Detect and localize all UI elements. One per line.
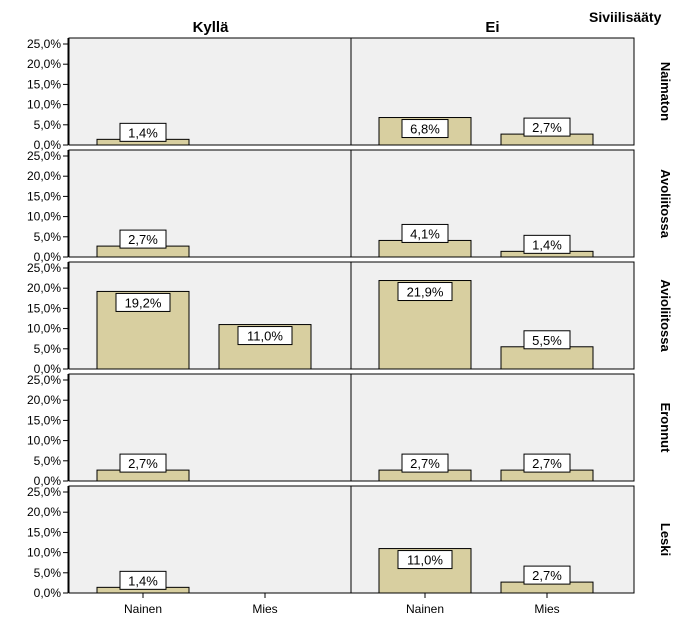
data-label-leski-kylla-nainen: 1,4% xyxy=(128,573,158,588)
data-label-naimaton-kylla-nainen: 1,4% xyxy=(128,125,158,140)
data-label-box-avioliitossa-ei-mies xyxy=(523,330,571,350)
y-tick-label-eronnut: 10,0% xyxy=(27,434,61,448)
data-label-box-leski-ei-mies xyxy=(523,565,571,585)
y-tick-label-eronnut: 25,0% xyxy=(27,373,61,387)
panel-leski-kylla xyxy=(68,485,353,594)
y-tick-label-avioliitossa: 0,0% xyxy=(34,362,62,376)
row-label-avioliitossa: Avioliitossa xyxy=(658,279,673,352)
panel-naimaton-kylla xyxy=(68,37,353,146)
y-tick-label-naimaton: 5,0% xyxy=(34,118,62,132)
data-label-avioliitossa-ei-mies: 5,5% xyxy=(532,333,562,348)
data-label-box-avoliitossa-kylla-nainen xyxy=(119,229,167,249)
panels: 1,4% 6,8% 2,7% 2,7% 4,1% 1,4% 19,2% 11,0% 21,9% 5… xyxy=(68,37,635,594)
row-label-eronnut: Eronnut xyxy=(658,403,673,453)
row-label-leski: Leski xyxy=(658,523,673,556)
data-label-box-leski-ei-nainen xyxy=(397,550,453,570)
y-tick-label-leski: 10,0% xyxy=(27,546,61,560)
data-label-leski-ei-mies: 2,7% xyxy=(532,568,562,583)
y-tick-label-naimaton: 0,0% xyxy=(34,138,62,152)
data-label-box-eronnut-kylla-nainen xyxy=(119,453,167,473)
data-label-eronnut-kylla-nainen: 2,7% xyxy=(128,456,158,471)
y-axes: 0,0%5,0%10,0%15,0%20,0%25,0%0,0%5,0%10,0… xyxy=(27,37,69,600)
x-category-labels: Nainen Mies Nainen Mies xyxy=(124,593,560,616)
data-label-box-eronnut-ei-nainen xyxy=(401,453,449,473)
panel-eronnut-kylla xyxy=(68,373,353,482)
bar-avioliitossa-ei-mies xyxy=(500,346,594,370)
column-titles: Kyllä Ei xyxy=(193,19,500,36)
data-label-box-avoliitossa-ei-mies xyxy=(523,234,571,254)
data-label-avoliitossa-ei-nainen: 4,1% xyxy=(410,226,440,241)
y-tick-label-avioliitossa: 20,0% xyxy=(27,281,61,295)
data-label-box-naimaton-ei-mies xyxy=(523,117,571,137)
y-tick-label-eronnut: 5,0% xyxy=(34,454,62,468)
x-category-label-kylla-nainen: Nainen xyxy=(124,602,162,616)
data-label-eronnut-ei-mies: 2,7% xyxy=(532,456,562,471)
data-label-avioliitossa-kylla-mies: 11,0% xyxy=(247,329,283,344)
data-label-box-avioliitossa-kylla-mies xyxy=(237,326,293,346)
bar-avioliitossa-kylla-mies xyxy=(218,324,312,370)
y-tick-label-avioliitossa: 15,0% xyxy=(27,301,61,315)
y-tick-label-avioliitossa: 5,0% xyxy=(34,342,62,356)
y-tick-label-avoliitossa: 20,0% xyxy=(27,169,61,183)
data-label-box-avioliitossa-kylla-nainen xyxy=(115,292,171,312)
y-tick-label-avoliitossa: 5,0% xyxy=(34,230,62,244)
data-label-box-naimaton-kylla-nainen xyxy=(119,122,167,142)
data-label-avoliitossa-kylla-nainen: 2,7% xyxy=(128,232,158,247)
panel-eronnut-ei xyxy=(350,373,635,482)
row-label-avoliitossa: Avoliitossa xyxy=(658,169,673,239)
data-label-avioliitossa-ei-nainen: 21,9% xyxy=(407,285,444,300)
data-label-naimaton-ei-nainen: 6,8% xyxy=(410,122,440,137)
y-tick-label-naimaton: 25,0% xyxy=(27,37,61,51)
y-tick-label-avoliitossa: 10,0% xyxy=(27,210,61,224)
y-tick-label-eronnut: 15,0% xyxy=(27,413,61,427)
data-label-naimaton-ei-mies: 2,7% xyxy=(532,120,562,135)
column-title-kylla: Kyllä xyxy=(193,19,230,36)
row-label-naimaton: Naimaton xyxy=(658,62,673,121)
y-tick-label-avoliitossa: 0,0% xyxy=(34,250,62,264)
data-label-eronnut-ei-nainen: 2,7% xyxy=(410,456,440,471)
data-label-avoliitossa-ei-mies: 1,4% xyxy=(532,237,562,252)
y-tick-label-naimaton: 20,0% xyxy=(27,57,61,71)
y-tick-label-avoliitossa: 15,0% xyxy=(27,189,61,203)
legend-title: Siviilisääty xyxy=(589,9,662,25)
x-category-label-kylla-mies: Mies xyxy=(252,602,277,616)
y-tick-label-eronnut: 20,0% xyxy=(27,393,61,407)
y-tick-label-avioliitossa: 10,0% xyxy=(27,322,61,336)
y-tick-label-leski: 5,0% xyxy=(34,566,62,580)
row-labels: Naimaton Avoliitossa Avioliitossa Eronnut Le… xyxy=(658,62,673,556)
data-label-box-avioliitossa-ei-nainen xyxy=(397,282,453,302)
data-label-box-leski-kylla-nainen xyxy=(119,570,167,590)
y-tick-label-naimaton: 15,0% xyxy=(27,77,61,91)
y-tick-label-naimaton: 10,0% xyxy=(27,98,61,112)
x-category-label-ei-nainen: Nainen xyxy=(406,602,444,616)
y-tick-label-leski: 25,0% xyxy=(27,485,61,499)
data-label-box-eronnut-ei-mies xyxy=(523,453,571,473)
data-label-avioliitossa-kylla-nainen: 19,2% xyxy=(125,295,162,310)
column-title-ei: Ei xyxy=(485,19,499,36)
panel-avoliitossa-kylla xyxy=(68,149,353,258)
data-label-leski-ei-nainen: 11,0% xyxy=(407,553,443,568)
y-tick-label-leski: 20,0% xyxy=(27,505,61,519)
y-tick-label-leski: 0,0% xyxy=(34,586,62,600)
data-label-box-avoliitossa-ei-nainen xyxy=(401,223,449,243)
legend-title-group: Siviilisääty xyxy=(589,9,662,25)
y-tick-label-leski: 15,0% xyxy=(27,525,61,539)
data-label-box-naimaton-ei-nainen xyxy=(401,119,449,139)
y-tick-label-eronnut: 0,0% xyxy=(34,474,62,488)
x-category-label-ei-mies: Mies xyxy=(534,602,559,616)
y-tick-label-avioliitossa: 25,0% xyxy=(27,261,61,275)
panel-avoliitossa-ei xyxy=(350,149,635,258)
y-tick-label-avoliitossa: 25,0% xyxy=(27,149,61,163)
